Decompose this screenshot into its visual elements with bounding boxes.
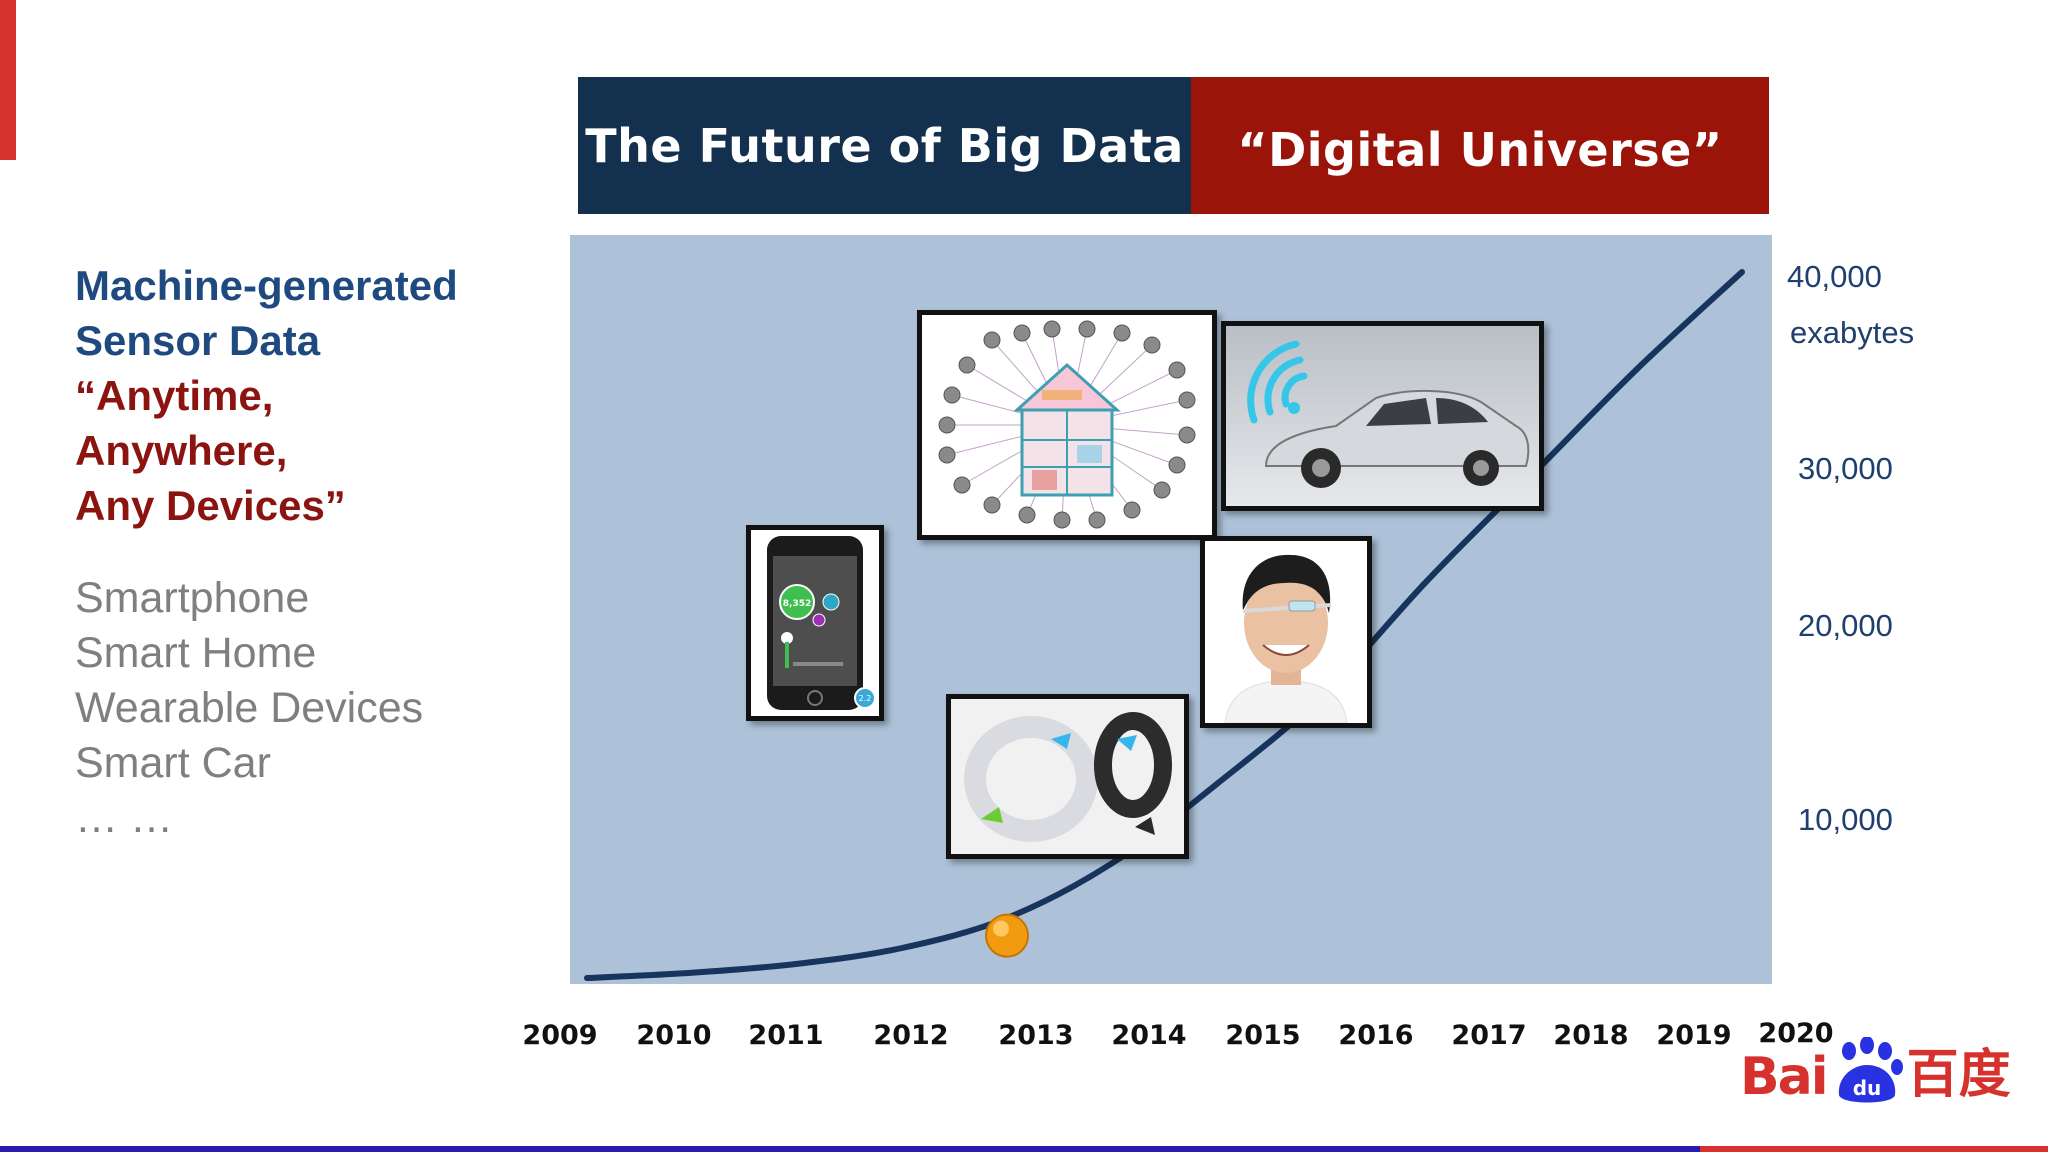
x-tick-2018: 2018 [1553,1020,1629,1051]
bottom-rule-red [1700,1146,2048,1152]
x-tick-2016: 2016 [1338,1020,1414,1051]
headline-line-1: Machine-generated [75,262,458,309]
device-item-ellipsis: … … [75,794,173,842]
marker-highlight [993,920,1009,937]
headline-line-2: Sensor Data [75,317,321,364]
baidu-logo-du: du [1852,1076,1881,1100]
banner-left-title: The Future of Big Data [585,118,1184,173]
car-icon [1226,326,1539,506]
baidu-logo-latin: Bai [1740,1047,1829,1107]
x-tick-2019: 2019 [1656,1020,1732,1051]
x-tick-2011: 2011 [748,1020,824,1051]
device-item-smart-car: Smart Car [75,739,271,787]
headline-line-3: “Anytime, [75,372,274,419]
phone-readout-main: 8,352 [783,599,811,609]
x-tick-2010: 2010 [636,1020,712,1051]
x-tick-2012: 2012 [873,1020,949,1051]
baidu-logo: Bai du 百度 [1740,1032,2011,1107]
x-tick-2014: 2014 [1111,1020,1187,1051]
device-list: Smartphone Smart Home Wearable Devices S… [75,571,535,846]
x-tick-2015: 2015 [1225,1020,1301,1051]
wearable-glasses-photo [1200,536,1372,728]
headline-line-4: Anywhere, [75,427,288,474]
phone-readout-badge: 2.2 [859,694,872,703]
wristband-icon [951,699,1184,854]
face-with-smart-glasses-icon [1205,541,1367,723]
y-axis-unit-label: exabytes [1790,315,1915,350]
paw-icon: du [1827,1036,1907,1107]
series-line [584,269,1745,981]
smart-home-photo [917,310,1217,540]
headline-line-5: Any Devices” [75,482,346,529]
left-text-panel: Machine-generated Sensor Data “Anytime, … [75,258,535,846]
x-tick-2013: 2013 [998,1020,1074,1051]
device-item-wearable: Wearable Devices [75,684,424,732]
device-item-smart-home: Smart Home [75,629,317,677]
smart-home-icon [922,315,1212,535]
y-tick-10000: 10,000 [1798,802,1893,837]
bottom-rule-blue [0,1146,1700,1152]
smart-car-photo [1221,321,1544,511]
x-tick-2017: 2017 [1451,1020,1527,1051]
y-tick-20000: 20,000 [1798,608,1893,643]
baidu-logo-chinese: 百度 [1906,1045,2011,1105]
smartphone-photo: 8,352 2.2 [746,525,884,721]
marker-2013 [985,913,1029,958]
y-tick-40000: 40,000 [1787,259,1882,294]
wearable-band-photo [946,694,1189,859]
banner-right-title: “Digital Universe” [1237,122,1723,177]
accent-bar [0,0,16,160]
device-item-smartphone: Smartphone [75,574,310,622]
banner-future-big-data: The Future of Big Data [578,77,1191,214]
banner-digital-universe: “Digital Universe” [1191,77,1769,214]
x-tick-2020: 2020 [1758,1018,1834,1049]
x-tick-2009: 2009 [522,1020,598,1051]
y-tick-30000: 30,000 [1798,451,1893,486]
smartphone-icon: 8,352 2.2 [751,530,879,716]
